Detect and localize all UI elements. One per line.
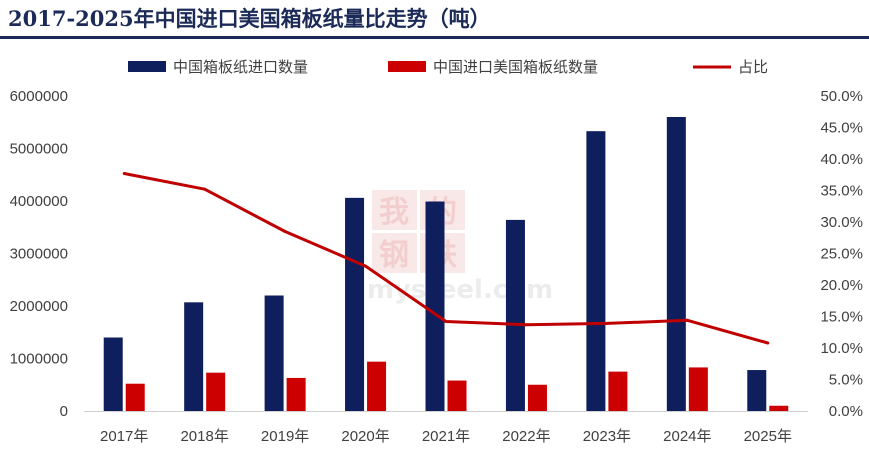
bar-import-total-6 [505, 219, 525, 411]
y-right-tick-label: 25.0% [820, 246, 863, 263]
ratio-point-2 [203, 187, 207, 191]
axis-left: 0 1000000 2000000 3000000 4000000 5000000 6000… [10, 88, 68, 420]
legend-label-2: 中国进口美国箱板纸数量 [433, 58, 598, 76]
y-right-tick-label: 50.0% [820, 88, 863, 105]
watermark-char-3: 钢 [379, 238, 409, 273]
bar-import-total-3 [264, 295, 284, 411]
x-tick-label: 2017年 [100, 428, 148, 445]
x-tick-label: 2019年 [261, 428, 309, 445]
bar-import-us-2 [206, 372, 226, 411]
bar-import-total-1 [103, 337, 123, 411]
ratio-point-3 [283, 229, 287, 233]
bars [103, 117, 789, 412]
bar-import-us-9 [769, 405, 789, 411]
watermark-char-1: 我 [379, 195, 409, 230]
chart-title: 2017-2025年中国进口美国箱板纸量比走势（吨） [8, 6, 491, 31]
bar-import-us-6 [527, 384, 547, 411]
y-right-tick-label: 30.0% [820, 214, 863, 231]
legend: 中国箱板纸进口数量 中国进口美国箱板纸数量 占比 [128, 58, 768, 76]
ratio-point-5 [444, 320, 448, 324]
y-right-tick-label: 20.0% [820, 277, 863, 294]
x-tick-label: 2021年 [422, 428, 470, 445]
legend-swatch-1 [128, 61, 166, 72]
y-right-tick-label: 10.0% [820, 340, 863, 357]
legend-label-3: 占比 [738, 58, 768, 76]
bar-import-us-3 [286, 377, 306, 411]
legend-swatch-2 [388, 61, 426, 72]
ratio-point-7 [605, 321, 609, 325]
bar-import-us-7 [608, 371, 628, 411]
y-left-tick-label: 1000000 [10, 351, 68, 368]
y-right-tick-label: 45.0% [820, 120, 863, 137]
y-right-tick-label: 15.0% [820, 309, 863, 326]
ratio-point-8 [685, 318, 689, 322]
y-right-tick-label: 0.0% [829, 403, 863, 420]
bar-import-us-8 [688, 367, 708, 411]
ratio-point-4 [364, 264, 368, 268]
ratio-point-6 [524, 323, 528, 327]
x-tick-label: 2020年 [341, 428, 389, 445]
y-left-tick-label: 3000000 [10, 246, 68, 263]
x-tick-label: 2022年 [502, 428, 550, 445]
bar-import-us-4 [367, 361, 387, 411]
y-left-tick-label: 2000000 [10, 298, 68, 315]
line-layer [122, 171, 770, 345]
bar-import-total-5 [425, 201, 445, 411]
y-left-tick-label: 5000000 [10, 141, 68, 158]
bar-import-total-2 [184, 302, 204, 411]
y-right-tick-label: 40.0% [820, 151, 863, 168]
watermark-url: mysteel.com [367, 275, 553, 305]
axis-right: 0.0% 5.0% 10.0% 15.0% 20.0% 25.0% 30.0% 35.0% 40… [820, 88, 863, 420]
ratio-point-9 [766, 341, 770, 345]
y-right-tick-label: 35.0% [820, 183, 863, 200]
bar-import-total-9 [747, 370, 767, 411]
title-rule [0, 36, 869, 39]
bar-import-total-4 [345, 197, 365, 411]
y-left-tick-label: 6000000 [10, 88, 68, 105]
legend-label-1: 中国箱板纸进口数量 [173, 58, 308, 76]
bar-import-total-8 [666, 117, 686, 411]
y-left-tick-label: 4000000 [10, 193, 68, 210]
x-tick-label: 2024年 [663, 428, 711, 445]
bar-import-us-5 [447, 380, 467, 411]
y-left-tick-label: 0 [60, 403, 68, 420]
watermark-box-3 [372, 233, 417, 273]
bar-import-us-1 [125, 383, 145, 411]
axis-x: 2017年 2018年 2019年 2020年 2021年 2022年 2023年 2024年… [84, 411, 808, 445]
ratio-point-1 [122, 171, 126, 175]
x-tick-label: 2025年 [744, 428, 792, 445]
watermark-box-1 [372, 190, 417, 230]
x-tick-label: 2018年 [180, 428, 228, 445]
x-tick-label: 2023年 [583, 428, 631, 445]
y-right-tick-label: 5.0% [829, 372, 863, 389]
bar-import-total-7 [586, 131, 606, 412]
